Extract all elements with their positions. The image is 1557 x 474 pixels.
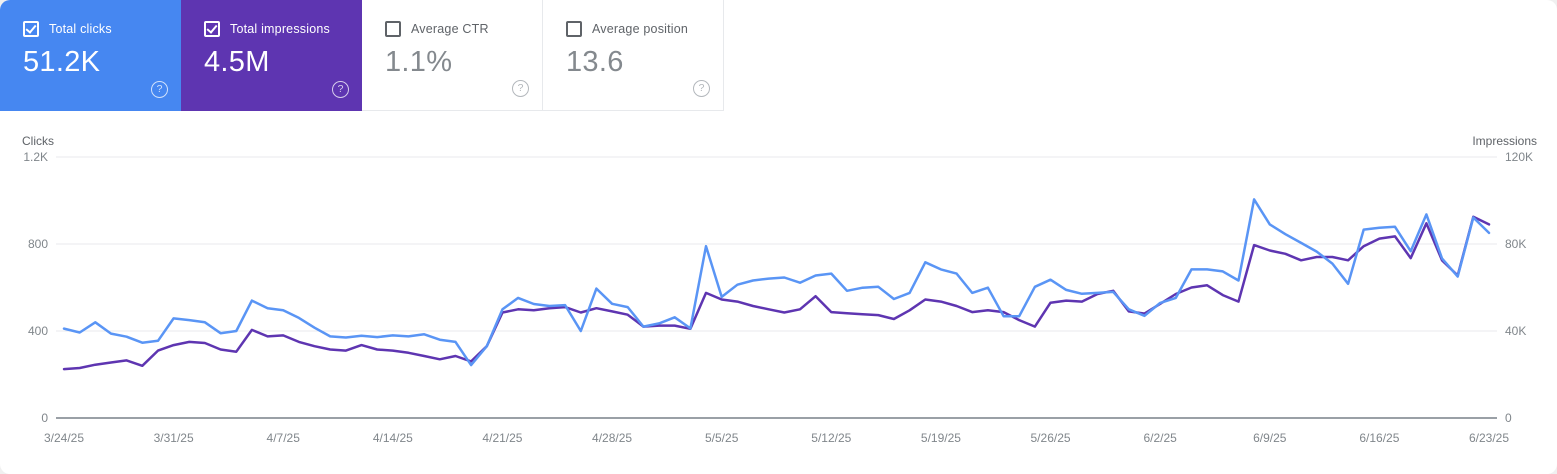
x-axis-tick-label: 3/24/25	[43, 431, 85, 445]
x-axis-tick-label: 5/12/25	[811, 431, 852, 445]
card-average-ctr[interactable]: Average CTR 1.1% ?	[362, 0, 543, 111]
help-icon[interactable]: ?	[332, 81, 349, 98]
chart-hover-area[interactable]	[56, 150, 1497, 418]
clicks-series-line	[62, 198, 1491, 367]
x-axis-tick-label: 6/16/25	[1359, 431, 1400, 445]
x-axis-tick-label: 5/5/25	[705, 431, 739, 445]
card-total-clicks[interactable]: Total clicks 51.2K ?	[0, 0, 181, 111]
left-axis-tick-label: 400	[27, 324, 48, 338]
impressions-series-line	[62, 215, 1491, 371]
right-axis-tick-label: 40K	[1505, 324, 1527, 338]
x-axis-tick-label: 5/19/25	[920, 431, 961, 445]
average-position-value: 13.6	[566, 46, 624, 78]
left-axis-tick-label: 1.2K	[23, 150, 48, 164]
x-axis-tick-label: 5/26/25	[1030, 431, 1071, 445]
x-axis-tick-label: 6/2/25	[1143, 431, 1177, 445]
right-axis-tick-label: 0	[1505, 411, 1512, 425]
card-total-impressions[interactable]: Total impressions 4.5M ?	[181, 0, 362, 111]
average-ctr-checkbox[interactable]	[385, 21, 401, 37]
x-axis-tick-label: 4/28/25	[592, 431, 633, 445]
total-clicks-checkbox[interactable]	[23, 21, 39, 37]
help-icon[interactable]: ?	[512, 80, 529, 97]
total-clicks-value: 51.2K	[23, 46, 101, 78]
card-label: Total impressions	[230, 22, 330, 36]
x-axis-tick-label: 3/31/25	[153, 431, 194, 445]
help-icon[interactable]: ?	[151, 81, 168, 98]
card-average-position[interactable]: Average position 13.6 ?	[543, 0, 724, 111]
card-label: Average position	[592, 22, 689, 36]
left-axis-tick-label: 800	[27, 237, 48, 251]
help-icon[interactable]: ?	[693, 80, 710, 97]
x-axis-tick-label: 4/21/25	[482, 431, 523, 445]
gridlines	[56, 156, 1497, 332]
right-axis-tick-label: 80K	[1505, 237, 1527, 251]
average-position-checkbox[interactable]	[566, 21, 582, 37]
x-axis-tick-label: 4/7/25	[266, 431, 300, 445]
card-label: Total clicks	[49, 22, 112, 36]
right-axis-title: Impressions	[1472, 134, 1537, 148]
left-axis-tick-label: 0	[41, 411, 48, 425]
total-impressions-value: 4.5M	[204, 46, 270, 78]
x-axis-tick-label: 6/9/25	[1253, 431, 1287, 445]
average-ctr-value: 1.1%	[385, 46, 453, 78]
left-axis-title: Clicks	[22, 134, 54, 148]
x-axis-tick-label: 6/23/25	[1468, 431, 1510, 445]
card-label: Average CTR	[411, 22, 489, 36]
right-axis-tick-label: 120K	[1505, 150, 1534, 164]
total-impressions-checkbox[interactable]	[204, 21, 220, 37]
metric-cards-row: Total clicks 51.2K ? Total impressions 4…	[0, 0, 724, 111]
x-axis-tick-label: 4/14/25	[372, 431, 413, 445]
